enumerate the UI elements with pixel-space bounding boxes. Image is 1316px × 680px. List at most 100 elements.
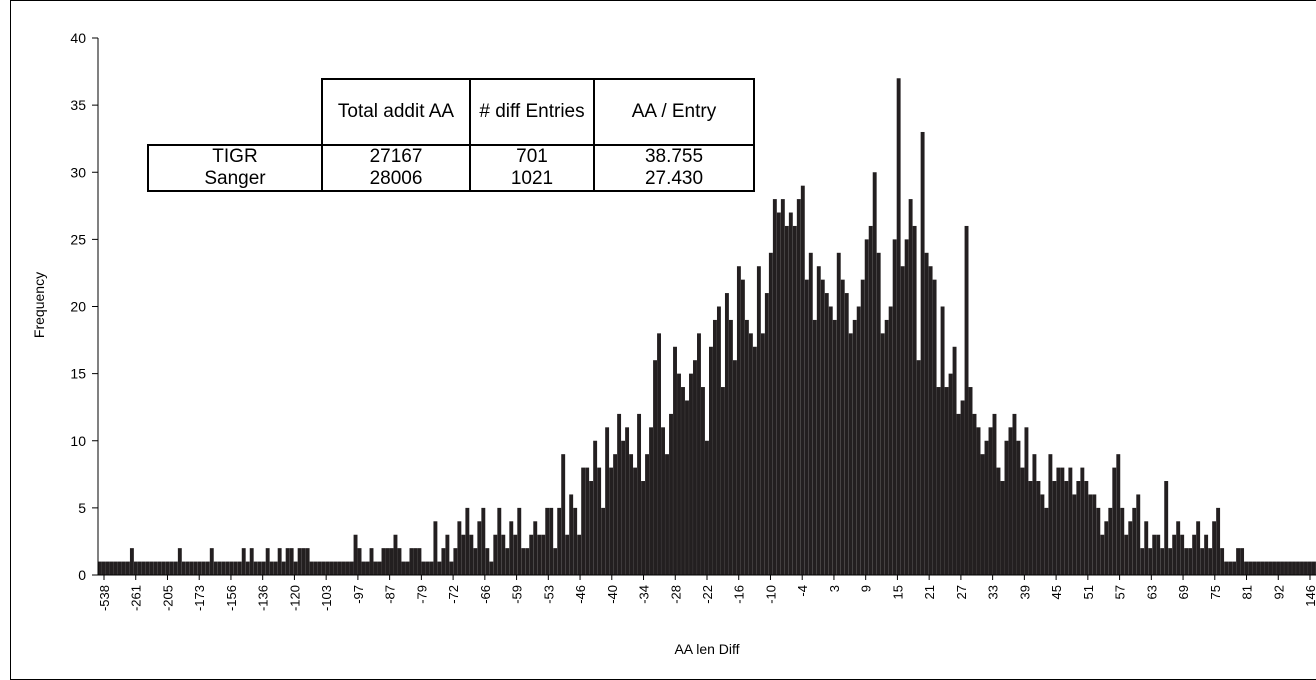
- histogram-bar: [1000, 481, 1005, 575]
- x-tick-label: 75: [1208, 585, 1223, 599]
- histogram-bar: [1236, 548, 1241, 575]
- histogram-bar: [617, 413, 622, 575]
- histogram-bar: [812, 319, 817, 575]
- histogram-bar: [1284, 561, 1288, 575]
- x-tick-label: 81: [1240, 585, 1255, 599]
- histogram-bar: [673, 346, 677, 575]
- histogram-bar: [257, 561, 262, 575]
- histogram-bar: [629, 454, 634, 575]
- histogram-bar: [301, 548, 306, 575]
- x-tick-label: 15: [890, 585, 905, 599]
- histogram-bar: [816, 266, 821, 575]
- histogram-bar: [513, 534, 518, 575]
- histogram-bar: [625, 427, 630, 575]
- histogram-bar: [465, 507, 470, 576]
- histogram-bar: [457, 521, 462, 575]
- histogram-bar: [1164, 481, 1169, 575]
- histogram-bar: [860, 279, 865, 575]
- x-tick-label: 69: [1176, 585, 1191, 599]
- histogram-bar: [569, 494, 574, 575]
- histogram-bar: [1068, 467, 1073, 575]
- x-tick-label: -53: [541, 585, 556, 604]
- histogram-bar: [1056, 467, 1061, 575]
- table-cell: Sanger: [147, 168, 323, 192]
- histogram-bar: [261, 561, 266, 575]
- histogram-bar: [808, 252, 813, 576]
- histogram-bar: [473, 548, 478, 575]
- histogram-bar: [277, 548, 282, 575]
- histogram-bar: [836, 252, 841, 576]
- histogram-bar: [245, 561, 250, 575]
- table-header-cell: Total addit AA: [321, 78, 471, 145]
- histogram-bar: [441, 548, 446, 575]
- histogram-bar: [561, 454, 566, 575]
- histogram-bar: [1024, 427, 1029, 575]
- table-header-cell: [148, 79, 322, 145]
- histogram-bar: [145, 561, 150, 575]
- x-tick-label: -538: [97, 585, 112, 611]
- histogram-bar: [864, 239, 869, 576]
- histogram-bar: [621, 440, 626, 575]
- histogram-bar: [1248, 561, 1253, 575]
- table-cell: 38.755: [594, 144, 755, 168]
- histogram-bar: [1308, 561, 1312, 575]
- histogram-bar: [732, 360, 737, 575]
- histogram-bar: [872, 172, 877, 575]
- histogram-bar: [705, 440, 709, 575]
- histogram-bar: [597, 467, 602, 575]
- histogram-bar: [645, 454, 650, 575]
- histogram-bar: [1292, 561, 1296, 575]
- histogram-bar: [1160, 548, 1165, 575]
- histogram-bar: [764, 293, 769, 575]
- histogram-bar: [613, 454, 618, 575]
- table-cell: 1021: [470, 168, 595, 192]
- histogram-bar: [517, 507, 522, 576]
- table-cell: 701: [470, 144, 595, 168]
- histogram-bar: [912, 225, 917, 575]
- histogram-bar: [1204, 534, 1209, 575]
- x-tick-label: -4: [795, 585, 810, 597]
- histogram-bar: [900, 266, 905, 575]
- histogram-bar: [1268, 561, 1272, 575]
- histogram-bar: [509, 521, 514, 575]
- histogram-bar: [1028, 481, 1033, 575]
- y-tick-label: 40: [70, 30, 86, 46]
- histogram-bar: [685, 400, 689, 575]
- histogram-bar: [1264, 561, 1268, 575]
- histogram-bar: [760, 333, 765, 575]
- histogram-bar: [1276, 561, 1280, 575]
- histogram-bar: [776, 212, 781, 575]
- histogram-bar: [896, 78, 901, 576]
- histogram-bar: [357, 548, 362, 575]
- histogram-bar: [137, 561, 142, 575]
- histogram-bar: [373, 561, 378, 575]
- histogram-bar: [1192, 534, 1197, 575]
- histogram-bar: [185, 561, 190, 575]
- histogram-bar: [1108, 507, 1113, 576]
- histogram-bar: [497, 507, 502, 576]
- histogram-bar: [976, 427, 981, 575]
- histogram-bar: [1196, 521, 1201, 575]
- histogram-bar: [405, 561, 410, 575]
- histogram-bar: [105, 561, 110, 575]
- bars-group: [98, 78, 1316, 576]
- histogram-bar: [924, 252, 929, 576]
- histogram-bar: [453, 548, 458, 575]
- histogram-bar: [113, 561, 118, 575]
- histogram-bar: [553, 548, 558, 575]
- histogram-bar: [209, 548, 214, 575]
- histogram-bar: [1244, 561, 1249, 575]
- histogram-bar: [724, 293, 729, 575]
- histogram-bar: [385, 548, 390, 575]
- x-tick-label: 27: [954, 585, 969, 599]
- histogram-bar: [98, 561, 102, 575]
- histogram-bar: [641, 481, 646, 575]
- histogram-bar: [956, 413, 961, 575]
- histogram-bar: [908, 199, 913, 575]
- histogram-bar: [601, 507, 606, 576]
- histogram-bar: [1256, 561, 1261, 575]
- histogram-bar: [477, 521, 482, 575]
- x-tick-label: 146: [1303, 585, 1316, 607]
- histogram-bar: [369, 548, 374, 575]
- histogram-bar: [1272, 561, 1276, 575]
